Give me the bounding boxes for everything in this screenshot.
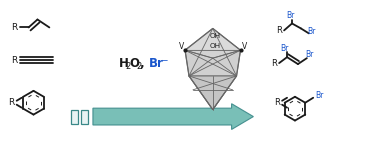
Text: ,: ,	[141, 57, 149, 70]
Text: Br: Br	[306, 50, 314, 59]
Text: R: R	[12, 23, 18, 32]
Text: Br: Br	[308, 27, 316, 36]
Polygon shape	[185, 28, 240, 58]
Text: O: O	[130, 57, 139, 70]
Text: −: −	[160, 56, 168, 65]
Text: OH: OH	[209, 43, 220, 49]
Text: R: R	[12, 56, 18, 65]
FancyArrow shape	[93, 104, 253, 129]
Text: OH: OH	[209, 33, 220, 39]
Text: V: V	[242, 42, 247, 51]
Text: 2: 2	[136, 62, 142, 71]
Text: Br: Br	[280, 44, 288, 53]
Text: Br: Br	[315, 91, 323, 100]
Polygon shape	[185, 50, 240, 76]
Bar	[81, 110, 88, 124]
Text: H: H	[119, 57, 129, 70]
Text: R: R	[274, 98, 280, 107]
Text: R: R	[271, 59, 277, 68]
Text: Br: Br	[286, 11, 294, 20]
Text: 2: 2	[125, 62, 131, 71]
Text: V: V	[178, 42, 184, 51]
Polygon shape	[189, 76, 237, 110]
Bar	[71, 110, 78, 124]
Text: R: R	[276, 26, 282, 35]
Text: R: R	[9, 98, 15, 107]
Text: Br: Br	[149, 57, 163, 70]
